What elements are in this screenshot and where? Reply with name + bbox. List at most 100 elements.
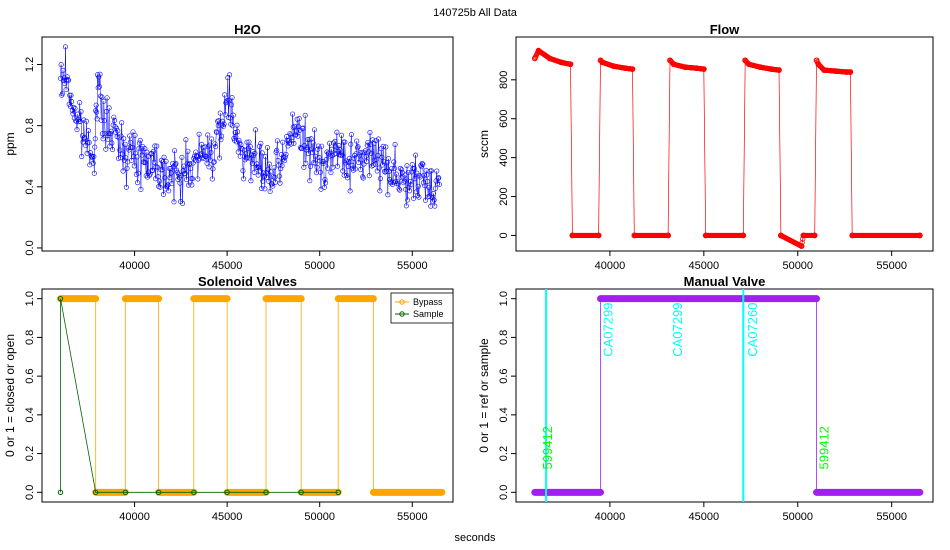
h2o-data-point	[197, 156, 203, 162]
h2o-data-point	[208, 150, 214, 156]
manual-y-axis-label: 0 or 1 = ref or sample	[477, 338, 491, 453]
h2o-data-point	[224, 99, 230, 105]
h2o-data-point	[413, 152, 419, 158]
h2o-data-point	[319, 143, 325, 149]
solenoid-y-tick-label: 1.0	[24, 291, 36, 306]
h2o-data-point	[366, 149, 372, 155]
h2o-data-point	[233, 139, 239, 145]
h2o-data-point	[151, 159, 157, 165]
h2o-data-point	[279, 163, 285, 169]
h2o-data-point	[209, 136, 215, 142]
h2o-data-point	[168, 170, 174, 176]
flow-data-point	[558, 59, 564, 66]
h2o-data-point	[272, 174, 278, 180]
h2o-data-point	[216, 118, 222, 124]
flow-data-point	[799, 239, 805, 246]
h2o-chart-title: H2O	[234, 22, 261, 37]
solenoid-sample-line	[60, 298, 339, 493]
h2o-data-point	[137, 137, 143, 143]
h2o-data-point	[63, 87, 69, 93]
h2o-data-point	[236, 137, 242, 143]
h2o-data-point	[207, 142, 213, 148]
h2o-data-point	[158, 157, 164, 163]
h2o-data-point	[333, 143, 339, 149]
h2o-data-point	[235, 149, 241, 155]
h2o-data-point	[409, 162, 415, 168]
h2o-data-point	[227, 115, 233, 121]
h2o-data-point	[362, 148, 368, 154]
h2o-data-point	[77, 118, 83, 124]
flow-data-point	[798, 243, 805, 250]
h2o-data-point	[311, 127, 317, 133]
h2o-data-point	[251, 169, 257, 175]
flow-y-tick-label: 400	[498, 148, 510, 166]
h2o-data-point	[205, 132, 211, 138]
h2o-data-point	[164, 183, 170, 189]
h2o-data-point	[352, 166, 358, 172]
h2o-data-point	[62, 44, 68, 50]
h2o-data-point	[368, 141, 374, 147]
h2o-data-point	[162, 175, 168, 181]
h2o-data-point	[150, 167, 156, 173]
h2o-data-point	[411, 165, 417, 171]
h2o-data-point	[419, 160, 425, 166]
flow-data-point	[531, 55, 538, 62]
h2o-data-point	[173, 161, 179, 167]
h2o-data-point	[367, 129, 373, 135]
flow-data-point	[849, 232, 856, 239]
h2o-data-point	[365, 139, 371, 145]
flow-data-point	[746, 61, 752, 68]
h2o-data-point	[314, 164, 320, 170]
h2o-data-point	[255, 164, 261, 170]
h2o-data-point	[416, 194, 422, 200]
h2o-data-point	[270, 183, 276, 189]
flow-data-point	[800, 232, 807, 239]
h2o-data-point	[170, 161, 176, 167]
solenoid-sample-point	[57, 489, 64, 496]
h2o-data-point	[267, 188, 273, 194]
h2o-data-point	[257, 143, 263, 149]
solenoid-legend-box	[390, 292, 454, 324]
flow-data-point	[567, 61, 574, 68]
h2o-data-point	[381, 159, 387, 165]
h2o-data-point	[343, 158, 349, 164]
h2o-data-point	[424, 178, 430, 184]
h2o-data-point	[432, 203, 438, 209]
h2o-data-point	[412, 176, 418, 182]
h2o-data-point	[154, 143, 160, 149]
solenoid-sample-point	[298, 489, 304, 496]
h2o-data-point	[106, 105, 112, 111]
h2o-data-point	[152, 143, 158, 149]
h2o-data-point	[404, 163, 410, 169]
h2o-data-point	[150, 148, 156, 154]
h2o-data-point	[98, 117, 104, 123]
h2o-data-point	[86, 139, 92, 145]
h2o-data-point	[182, 171, 188, 177]
h2o-data-point	[75, 111, 81, 117]
h2o-data-point	[315, 143, 321, 149]
h2o-data-point	[388, 180, 394, 186]
h2o-data-point	[289, 134, 295, 140]
h2o-data-point	[100, 136, 106, 142]
flow-data-point	[546, 55, 553, 62]
h2o-data-point	[186, 182, 192, 188]
h2o-data-point	[232, 130, 238, 136]
h2o-data-point	[325, 165, 331, 171]
h2o-data-point	[111, 118, 117, 124]
h2o-data-point	[432, 185, 438, 191]
h2o-data-point	[419, 164, 425, 170]
h2o-data-point	[391, 159, 397, 165]
h2o-data-point	[93, 108, 99, 114]
h2o-data-point	[127, 133, 133, 139]
manual-y-tick-label: 1.0	[498, 291, 510, 306]
h2o-data-point	[65, 77, 71, 83]
manual-x-tick-label: 50000	[782, 511, 813, 523]
h2o-data-point	[401, 178, 407, 184]
h2o-data-point	[104, 95, 110, 101]
flow-data-point	[843, 69, 850, 75]
h2o-data-point	[255, 172, 261, 178]
h2o-data-point	[408, 182, 414, 188]
h2o-data-point	[389, 181, 395, 187]
h2o-data-point	[335, 163, 341, 169]
